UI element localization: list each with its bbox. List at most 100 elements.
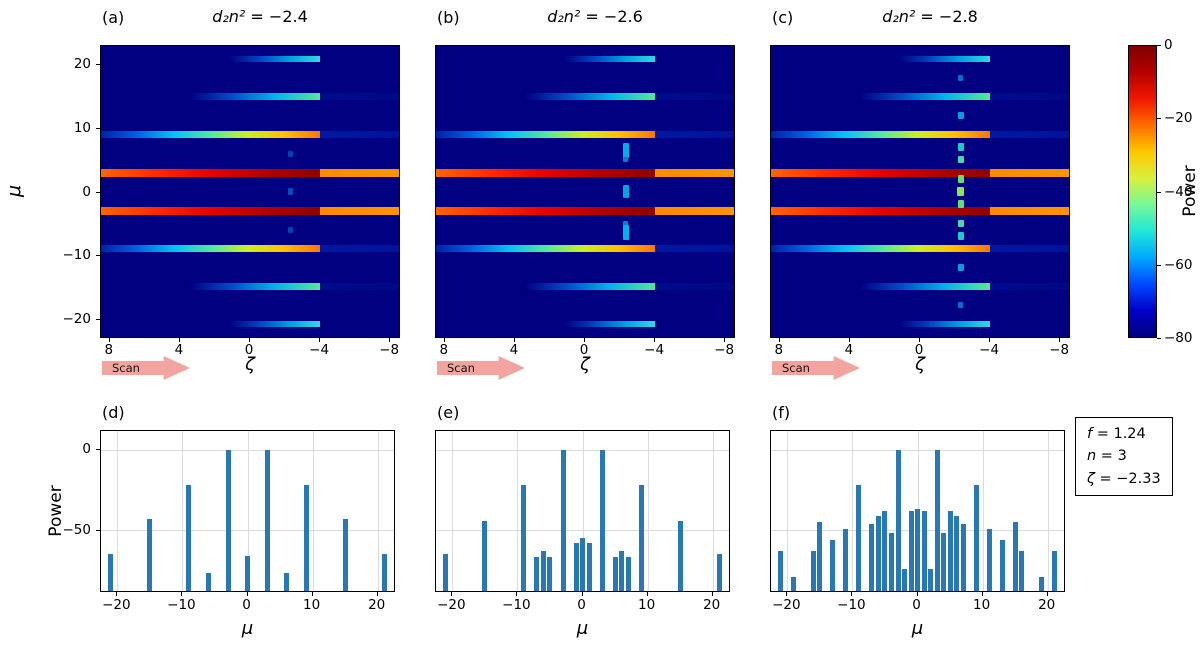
annotation-var: f	[1087, 426, 1093, 442]
x-tick-mark	[246, 592, 248, 596]
power-bar	[381, 554, 387, 591]
bar-panel-e: (e) μ −20 −10 0 10 20	[435, 400, 730, 658]
power-bar	[954, 515, 960, 591]
switching-wave-dot	[288, 188, 294, 195]
power-bar	[186, 485, 192, 591]
x-tick-mark	[516, 592, 518, 596]
colorbar-tick-label: −20	[1164, 110, 1193, 127]
heatmap-y-axis-label: μ	[3, 184, 25, 198]
x-tick-mark	[376, 592, 378, 596]
panel-title-b: d₂n² = −2.6	[455, 7, 735, 26]
comb-line-tail	[320, 244, 399, 252]
x-tick-label: 8	[104, 342, 114, 358]
power-bar	[264, 450, 270, 591]
grid-line	[787, 431, 789, 591]
grid-line	[712, 431, 714, 591]
power-bar	[999, 539, 1005, 591]
comb-line	[229, 321, 321, 328]
x-tick-mark	[724, 338, 726, 342]
colorbar-tick-label: −60	[1164, 256, 1193, 273]
title-value: = −2.4	[245, 7, 308, 26]
x-tick-mark	[443, 338, 445, 342]
power-bar	[560, 450, 566, 591]
grid-line	[436, 530, 729, 532]
x-tick-label: 4	[844, 342, 854, 358]
grid-line	[436, 450, 729, 452]
comb-line-tail	[990, 244, 1069, 252]
comb-line	[860, 93, 991, 101]
comb-line	[771, 168, 991, 177]
x-tick-label: 0	[242, 597, 251, 613]
x-tick-label: 8	[439, 342, 449, 358]
power-bar	[619, 551, 625, 591]
power-bar	[586, 543, 592, 591]
colorbar-gradient	[1129, 46, 1156, 337]
power-bar	[915, 509, 920, 591]
switching-wave-dot	[957, 143, 964, 152]
x-tick-label: 0	[579, 342, 589, 358]
x-tick-mark	[1046, 592, 1048, 596]
y-tick-label: −10	[62, 247, 92, 264]
heatmap-x-axis-label: ζ	[580, 354, 590, 375]
power-bar	[869, 523, 875, 591]
switching-wave-dot	[623, 220, 629, 226]
power-bar	[934, 450, 940, 591]
heatmap-a	[100, 45, 400, 338]
colorbar-tick-mark	[1157, 338, 1161, 339]
scan-label: Scan	[447, 361, 475, 375]
comb-line-tail	[655, 282, 734, 290]
grid-line	[101, 530, 394, 532]
power-bar	[902, 568, 907, 591]
comb-line	[564, 55, 656, 62]
power-bar	[580, 538, 585, 591]
power-bar	[342, 519, 348, 591]
power-bar	[534, 557, 540, 591]
y-tick-label: −20	[62, 310, 92, 327]
x-tick-label: 0	[244, 342, 254, 358]
comb-line	[101, 168, 321, 177]
grid-line	[101, 450, 394, 452]
comb-line	[899, 321, 991, 328]
comb-line-tail	[320, 168, 399, 177]
annotation-value: = 3	[1096, 448, 1127, 465]
x-tick-label: −8	[379, 342, 400, 358]
colorbar-label: Power	[1180, 165, 1200, 217]
grid-line	[247, 431, 249, 591]
comb-line	[771, 206, 991, 215]
x-tick-label: −8	[1049, 342, 1070, 358]
comb-line-tail	[655, 93, 734, 101]
grid-line	[312, 431, 314, 591]
title-value: = −2.8	[915, 7, 978, 26]
x-tick-label: 0	[577, 597, 586, 613]
colorbar-tick-label: −40	[1164, 183, 1193, 200]
y-tick-label: 0	[82, 183, 91, 200]
comb-line	[771, 244, 991, 252]
heatmap-x-axis-label: ζ	[915, 354, 925, 375]
colorbar	[1128, 45, 1157, 338]
power-bar	[973, 485, 979, 591]
heatmap-c	[770, 45, 1070, 338]
x-tick-mark	[116, 592, 118, 596]
comb-line-tail	[655, 131, 734, 139]
power-bar	[303, 485, 309, 591]
x-tick-label: 20	[703, 597, 721, 613]
scan-label: Scan	[112, 361, 140, 375]
power-bar	[540, 551, 546, 591]
power-bar	[960, 523, 966, 591]
x-tick-label: −4	[644, 342, 665, 358]
x-tick-label: −20	[437, 597, 466, 613]
switching-wave-dot	[957, 200, 964, 209]
annotation-value: = 1.24	[1092, 426, 1146, 442]
x-tick-mark	[786, 592, 788, 596]
x-tick-mark	[451, 592, 453, 596]
annotation-value: = −2.33	[1094, 470, 1161, 487]
switching-wave-dot	[957, 112, 964, 120]
switching-wave-dot	[957, 263, 964, 271]
parameter-annotation: f = 1.24 n = 3 ζ = −2.33	[1075, 417, 1173, 497]
power-bar	[843, 528, 849, 591]
switching-wave-dot	[288, 226, 294, 233]
power-bar	[573, 543, 579, 591]
x-tick-mark	[989, 338, 991, 342]
x-tick-label: −10	[167, 597, 196, 613]
switching-wave-dot	[622, 225, 629, 241]
